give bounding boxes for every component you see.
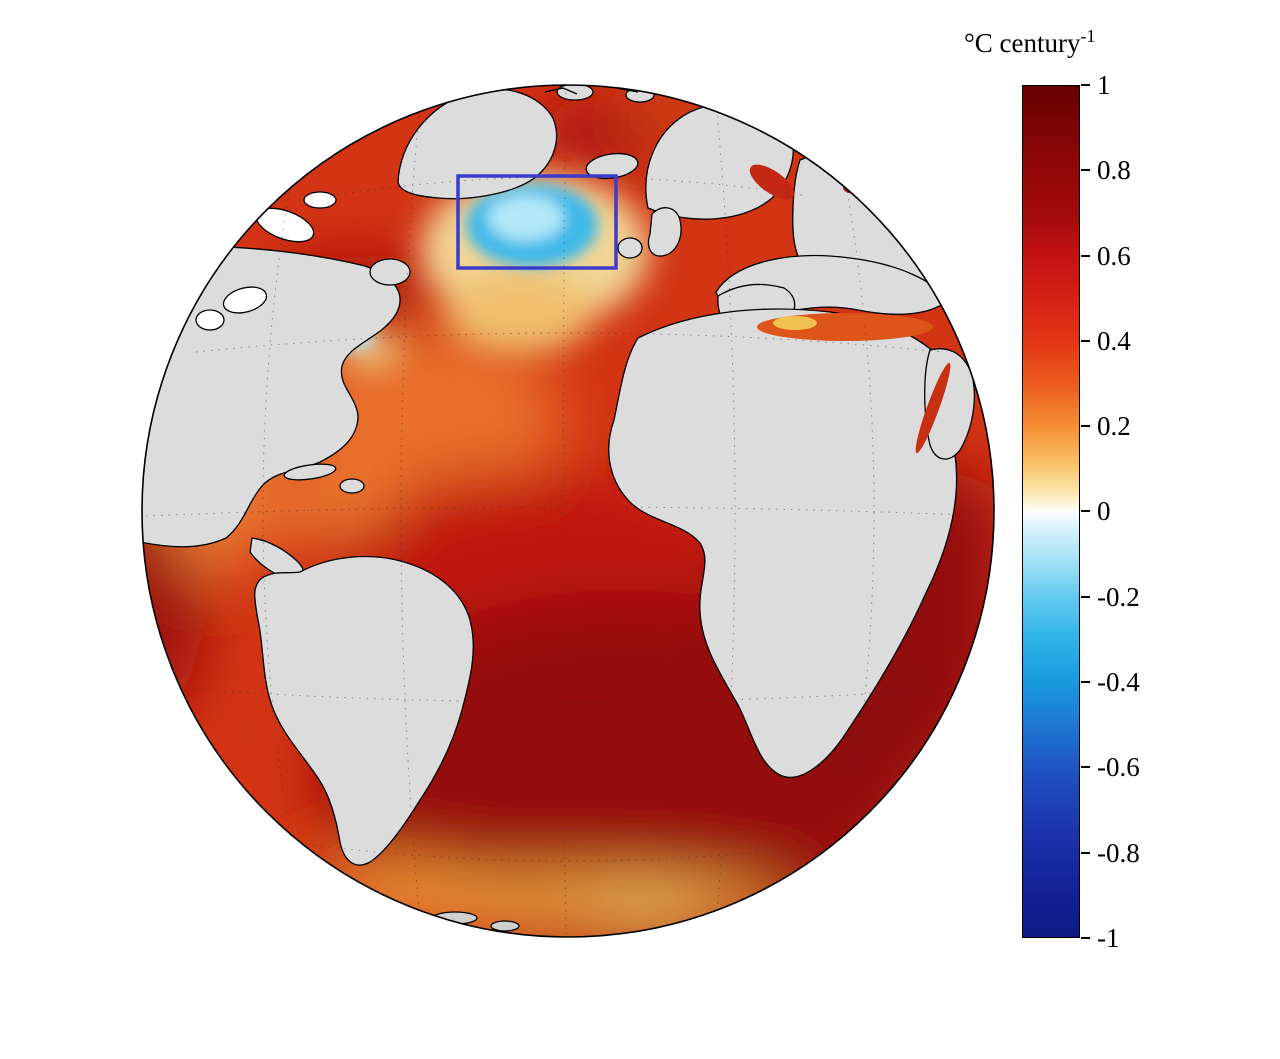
land-britain [647, 207, 682, 257]
colorbar-title-text: °C century [964, 28, 1081, 58]
colorbar-tick-label: 0.4 [1081, 327, 1140, 355]
colorbar-tick-label: -1 [1081, 924, 1140, 952]
land-arabia [924, 348, 975, 460]
land-greenland [397, 88, 558, 200]
colorbar-tick-label: -0.6 [1081, 752, 1140, 783]
arctic-coastline [544, 87, 578, 95]
colorbar-tick-label: 1 [1081, 71, 1140, 99]
halo-region [445, 270, 595, 354]
land-ireland [617, 237, 643, 259]
land-arctic-island [222, 286, 268, 314]
land-arctic-island [303, 191, 337, 209]
land-iceland [585, 152, 639, 180]
land-newfoundland [369, 258, 411, 286]
warming-hole-core [488, 195, 564, 241]
land-arctic-island [195, 309, 225, 331]
ocean-region [245, 475, 395, 535]
sea-baltic [749, 164, 795, 200]
land-antarctica-speck [490, 920, 520, 932]
colorbar-tick-label: 0.2 [1081, 412, 1140, 440]
land-hispaniola [339, 478, 365, 494]
ocean-region [330, 874, 790, 926]
land-cuba [283, 463, 337, 481]
colorbar-tick-label: -0.2 [1081, 581, 1140, 612]
sea-mediterranean-west [773, 316, 817, 330]
colorbar-gradient [1022, 85, 1080, 938]
sea-red [915, 362, 951, 454]
ocean-region [300, 325, 560, 515]
colorbar-title: °C century-1 [964, 26, 1096, 59]
ocean-region [590, 894, 710, 922]
colorbar-tick-label: 0.6 [1081, 242, 1140, 270]
graticule [145, 85, 991, 937]
colorbar-tick-label: -0.4 [1081, 667, 1140, 698]
land-south-america [254, 555, 474, 866]
colorbar-ticks: 1 0.8 0.6 0.4 0.2 0 -0.2 -0.4 -0.6 -0.8 … [1081, 71, 1140, 952]
globe-outline [141, 84, 995, 938]
colorbar-tick-label: -0.8 [1081, 837, 1140, 868]
land-svalbard [556, 85, 594, 101]
land-africa [608, 308, 958, 778]
colorbar-tick-label: 0.8 [1081, 156, 1140, 184]
colorbar-title-superscript: -1 [1080, 26, 1096, 46]
highlight-box [456, 174, 618, 270]
colorbar-tick-label: 0 [1081, 497, 1140, 525]
arctic-islands [195, 191, 337, 331]
